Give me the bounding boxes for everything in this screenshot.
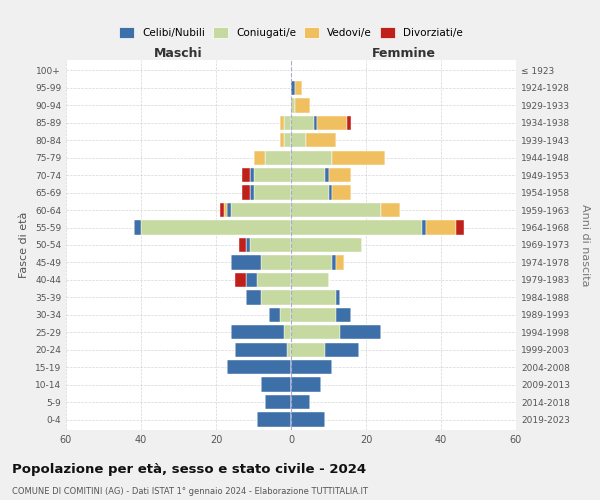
Bar bbox=[332, 150, 385, 165]
Bar bbox=[284, 116, 291, 130]
Bar bbox=[291, 412, 325, 426]
Bar bbox=[280, 116, 284, 130]
Y-axis label: Anni di nascita: Anni di nascita bbox=[580, 204, 590, 286]
Bar bbox=[246, 290, 261, 304]
Bar bbox=[231, 256, 261, 270]
Bar bbox=[227, 360, 291, 374]
Bar bbox=[332, 186, 351, 200]
Bar bbox=[291, 273, 329, 287]
Bar bbox=[133, 220, 141, 234]
Bar bbox=[265, 150, 291, 165]
Bar bbox=[250, 186, 254, 200]
Bar bbox=[220, 203, 223, 217]
Bar bbox=[291, 203, 381, 217]
Bar bbox=[246, 273, 257, 287]
Bar bbox=[336, 256, 343, 270]
Bar bbox=[291, 238, 362, 252]
Bar bbox=[422, 220, 426, 234]
Bar bbox=[284, 325, 291, 340]
Bar bbox=[246, 238, 250, 252]
Bar bbox=[280, 133, 284, 148]
Bar bbox=[291, 81, 295, 95]
Bar bbox=[314, 116, 317, 130]
Bar bbox=[317, 116, 347, 130]
Bar bbox=[291, 256, 332, 270]
Bar bbox=[381, 203, 400, 217]
Bar bbox=[291, 360, 332, 374]
Bar bbox=[295, 81, 302, 95]
Bar bbox=[291, 342, 325, 357]
Bar bbox=[231, 203, 291, 217]
Bar bbox=[336, 308, 351, 322]
Text: Femmine: Femmine bbox=[371, 47, 436, 60]
Bar bbox=[250, 238, 291, 252]
Bar bbox=[291, 308, 336, 322]
Bar bbox=[291, 186, 329, 200]
Bar bbox=[291, 116, 314, 130]
Bar bbox=[306, 133, 336, 148]
Bar bbox=[239, 238, 246, 252]
Bar bbox=[235, 273, 246, 287]
Bar bbox=[291, 168, 325, 182]
Bar bbox=[325, 168, 329, 182]
Bar bbox=[291, 290, 336, 304]
Text: Maschi: Maschi bbox=[154, 47, 203, 60]
Bar bbox=[257, 273, 291, 287]
Bar bbox=[242, 168, 250, 182]
Text: Popolazione per età, sesso e stato civile - 2024: Popolazione per età, sesso e stato civil… bbox=[12, 462, 366, 475]
Bar bbox=[291, 150, 332, 165]
Text: COMUNE DI COMITINI (AG) - Dati ISTAT 1° gennaio 2024 - Elaborazione TUTTITALIA.I: COMUNE DI COMITINI (AG) - Dati ISTAT 1° … bbox=[12, 488, 368, 496]
Bar bbox=[287, 342, 291, 357]
Bar bbox=[291, 220, 422, 234]
Bar bbox=[242, 186, 250, 200]
Bar bbox=[261, 256, 291, 270]
Bar bbox=[426, 220, 456, 234]
Bar bbox=[329, 168, 351, 182]
Bar bbox=[347, 116, 351, 130]
Bar bbox=[269, 308, 280, 322]
Bar bbox=[291, 395, 310, 409]
Bar bbox=[291, 98, 295, 112]
Bar bbox=[340, 325, 381, 340]
Bar bbox=[254, 186, 291, 200]
Bar bbox=[254, 168, 291, 182]
Bar bbox=[291, 378, 321, 392]
Bar bbox=[261, 290, 291, 304]
Bar bbox=[227, 203, 231, 217]
Bar bbox=[291, 325, 340, 340]
Bar bbox=[336, 290, 340, 304]
Bar bbox=[280, 308, 291, 322]
Y-axis label: Fasce di età: Fasce di età bbox=[19, 212, 29, 278]
Bar bbox=[332, 256, 336, 270]
Bar bbox=[291, 133, 306, 148]
Bar bbox=[223, 203, 227, 217]
Bar bbox=[261, 378, 291, 392]
Bar bbox=[257, 412, 291, 426]
Bar bbox=[265, 395, 291, 409]
Bar bbox=[250, 168, 254, 182]
Bar bbox=[231, 325, 284, 340]
Bar bbox=[254, 150, 265, 165]
Bar bbox=[325, 342, 359, 357]
Bar bbox=[235, 342, 287, 357]
Bar bbox=[284, 133, 291, 148]
Bar bbox=[456, 220, 464, 234]
Bar bbox=[295, 98, 310, 112]
Bar bbox=[141, 220, 291, 234]
Legend: Celibi/Nubili, Coniugati/e, Vedovi/e, Divorziati/e: Celibi/Nubili, Coniugati/e, Vedovi/e, Di… bbox=[115, 22, 467, 42]
Bar bbox=[329, 186, 332, 200]
